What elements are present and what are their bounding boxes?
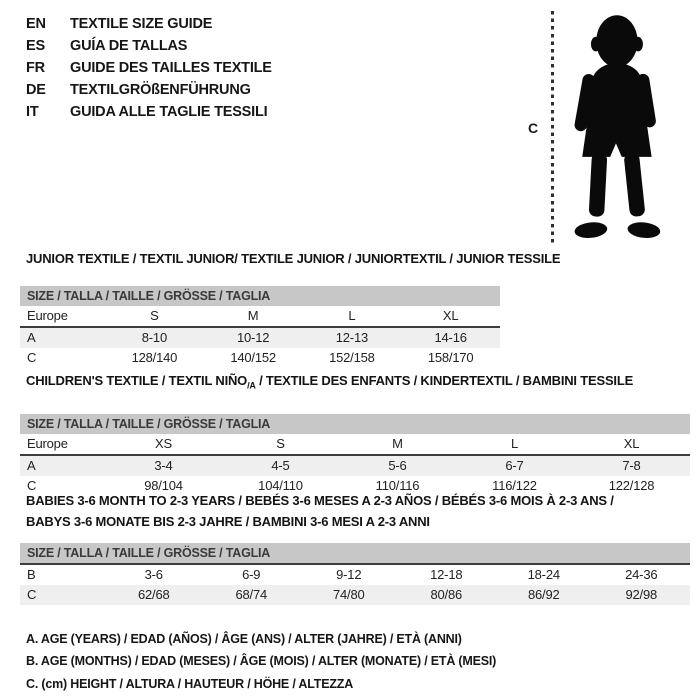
toddler-silhouette-image bbox=[574, 15, 661, 239]
table-row-c: C 62/68 68/74 74/80 80/86 86/92 92/98 bbox=[20, 585, 690, 605]
table-cell: XS bbox=[155, 435, 172, 451]
language-row-es: ES GUÍA DE TALLAS bbox=[26, 35, 272, 57]
table-title-line: CHILDREN'S TEXTILE / TEXTIL NIÑO/A / TEX… bbox=[26, 370, 690, 397]
table-cell: 8-10 bbox=[141, 330, 167, 345]
table-title: JUNIOR TEXTILE / TEXTIL JUNIOR/ TEXTILE … bbox=[20, 248, 561, 269]
table-cell: 128/140 bbox=[131, 350, 178, 365]
language-code: EN bbox=[26, 16, 46, 32]
table-cell: 158/170 bbox=[427, 350, 474, 365]
row-label: A bbox=[27, 457, 36, 473]
row-label: C bbox=[27, 587, 37, 602]
table-cell: 6-9 bbox=[242, 567, 261, 582]
language-row-de: DE TEXTILGRÖßENFÜHRUNG bbox=[26, 79, 272, 101]
table-cell: 140/152 bbox=[230, 350, 276, 365]
table-row-europe: Europe XS S M L XL bbox=[20, 434, 690, 456]
table-cell: 12-18 bbox=[430, 567, 463, 582]
language-code: ES bbox=[26, 38, 45, 54]
size-header-bar: SIZE / TALLA / TAILLE / GRÖSSE / TAGLIA bbox=[20, 413, 690, 434]
table-title: BABIES 3-6 MONTH TO 2-3 YEARS / BEBÉS 3-… bbox=[20, 490, 690, 532]
table-row-europe: Europe S M L XL bbox=[20, 306, 500, 328]
language-row-en: EN TEXTILE SIZE GUIDE bbox=[26, 13, 272, 35]
language-code: IT bbox=[26, 104, 39, 120]
legend-line-c: C. (cm) HEIGHT / ALTURA / HAUTEUR / HÖHE… bbox=[26, 676, 354, 691]
table-cell: 80/86 bbox=[430, 587, 463, 602]
table-cell: 18-24 bbox=[527, 567, 560, 582]
table-cell: 24-36 bbox=[625, 567, 658, 582]
language-title: TEXTILE SIZE GUIDE bbox=[70, 16, 213, 32]
table-cell: 116/122 bbox=[492, 477, 537, 493]
height-measure-label: C bbox=[528, 120, 539, 136]
table-cell: 92/98 bbox=[625, 587, 658, 602]
table-cell: L bbox=[348, 308, 356, 323]
table-cell: XL bbox=[623, 435, 640, 451]
table-title: CHILDREN'S TEXTILE / TEXTIL NIÑO/A / TEX… bbox=[20, 370, 690, 397]
language-row-fr: FR GUIDE DES TAILLES TEXTILE bbox=[26, 57, 272, 79]
size-table-children: CHILDREN'S TEXTILE / TEXTIL NIÑO/A / TEX… bbox=[20, 370, 690, 496]
language-title-list: EN TEXTILE SIZE GUIDE ES GUÍA DE TALLAS FR GU… bbox=[26, 13, 272, 123]
table-title-segment: / TEXTILE DES ENFANTS / KINDERTEXTIL / B… bbox=[255, 373, 634, 388]
table-title-line: BABYS 3-6 MONATE BIS 2-3 JAHRE / BAMBINI… bbox=[26, 514, 430, 529]
language-title: TEXTILGRÖßENFÜHRUNG bbox=[70, 82, 251, 98]
legend-line-b: B. AGE (MONTHS) / EDAD (MESES) / ÂGE (MO… bbox=[26, 654, 497, 669]
table-cell: 86/92 bbox=[527, 587, 560, 602]
table-cell: 3-4 bbox=[154, 457, 173, 473]
row-label: C bbox=[27, 350, 37, 365]
table-row-a: A 3-4 4-5 5-6 6-7 7-8 bbox=[20, 455, 690, 476]
table-cell: 5-6 bbox=[388, 457, 407, 473]
table-cell: 104/110 bbox=[258, 477, 303, 493]
table-cell: 68/74 bbox=[235, 587, 268, 602]
row-label: A bbox=[27, 330, 36, 345]
table-cell: 14-16 bbox=[434, 330, 467, 345]
legend-line-a: A. AGE (YEARS) / EDAD (AÑOS) / ÂGE (ANS)… bbox=[26, 632, 462, 646]
table-cell: 7-8 bbox=[622, 457, 641, 473]
language-code: DE bbox=[26, 82, 46, 98]
table-title-line: JUNIOR TEXTILE / TEXTIL JUNIOR/ TEXTILE … bbox=[26, 251, 561, 266]
height-measure-dashed-line bbox=[551, 11, 554, 243]
language-title: GUIDE DES TAILLES TEXTILE bbox=[70, 60, 272, 76]
table-cell: XL bbox=[442, 308, 459, 323]
table-row-b: B 3-6 6-9 9-12 12-18 18-24 24-36 bbox=[20, 565, 690, 585]
table-cell: 74/80 bbox=[332, 587, 365, 602]
table-cell: L bbox=[510, 435, 519, 451]
table-title-segment: /A bbox=[247, 380, 256, 391]
row-label: Europe bbox=[27, 435, 68, 451]
silhouette-head bbox=[596, 15, 638, 68]
table-cell: 6-7 bbox=[505, 457, 524, 473]
table-title-segment: CHILDREN'S TEXTILE / TEXTIL NIÑO bbox=[26, 373, 248, 388]
size-table-junior: JUNIOR TEXTILE / TEXTIL JUNIOR/ TEXTILE … bbox=[20, 248, 561, 368]
measure-legend: A. AGE (YEARS) / EDAD (AÑOS) / ÂGE (ANS)… bbox=[26, 628, 496, 695]
row-label: Europe bbox=[27, 308, 68, 323]
table-cell: 10-12 bbox=[237, 330, 270, 345]
table-cell: M bbox=[392, 435, 403, 451]
language-title: GUÍA DE TALLAS bbox=[70, 38, 188, 54]
table-cell: 62/68 bbox=[137, 587, 170, 602]
table-cell: 110/116 bbox=[375, 477, 420, 493]
table-cell: 9-12 bbox=[336, 567, 362, 582]
table-cell: M bbox=[247, 308, 259, 323]
language-row-it: IT GUIDA ALLE TAGLIE TESSILI bbox=[26, 101, 272, 123]
table-title-line: BABIES 3-6 MONTH TO 2-3 YEARS / BEBÉS 3-… bbox=[26, 493, 614, 508]
table-cell: 152/158 bbox=[329, 350, 375, 365]
table-cell: S bbox=[276, 435, 285, 451]
size-table-babies: BABIES 3-6 MONTH TO 2-3 YEARS / BEBÉS 3-… bbox=[20, 490, 690, 605]
language-title: GUIDA ALLE TAGLIE TESSILI bbox=[70, 104, 268, 120]
table-cell: 98/104 bbox=[144, 477, 183, 493]
table-row-a: A 8-10 10-12 12-13 14-16 bbox=[20, 328, 500, 348]
table-row-c: C 128/140 140/152 152/158 158/170 bbox=[20, 348, 500, 368]
table-cell: 12-13 bbox=[335, 330, 368, 345]
table-cell: 122/128 bbox=[608, 477, 655, 493]
row-label: B bbox=[27, 567, 36, 582]
size-header-bar: SIZE / TALLA / TAILLE / GRÖSSE / TAGLIA bbox=[20, 286, 500, 306]
table-row-c: C 98/104 104/110 110/116 116/122 122/128 bbox=[20, 476, 690, 496]
language-code: FR bbox=[26, 60, 45, 76]
size-header-bar: SIZE / TALLA / TAILLE / GRÖSSE / TAGLIA bbox=[20, 543, 690, 565]
table-cell: S bbox=[150, 308, 159, 323]
table-cell: 4-5 bbox=[271, 457, 290, 473]
row-label: C bbox=[27, 477, 37, 493]
table-cell: 3-6 bbox=[144, 567, 163, 582]
